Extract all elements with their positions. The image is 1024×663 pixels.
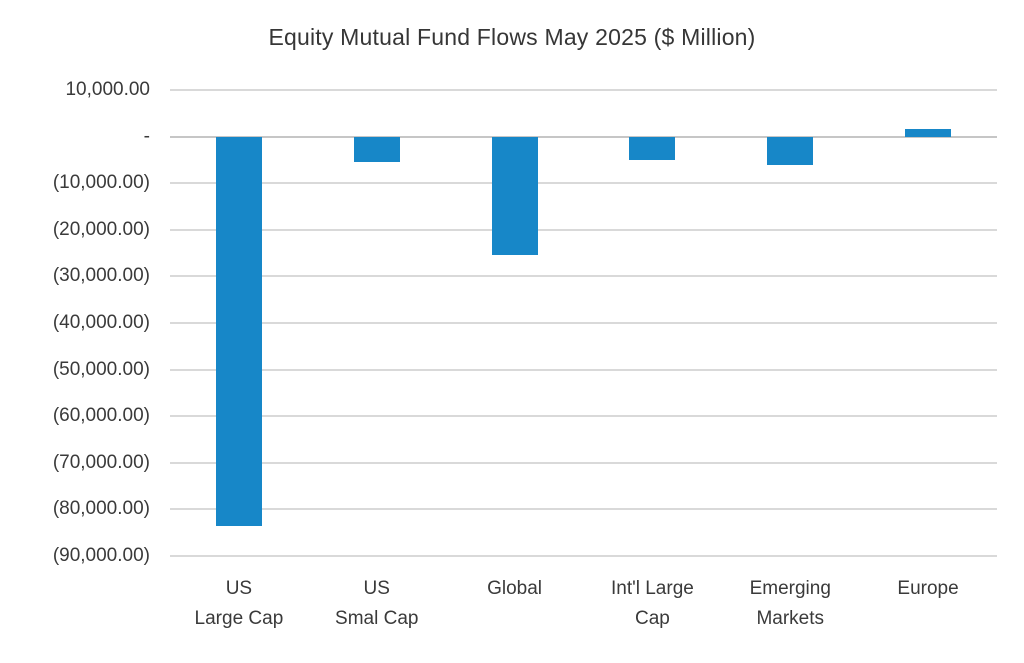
gridline — [170, 322, 997, 324]
x-axis-label-line: Int'l Large — [610, 578, 694, 599]
zero-gridline — [170, 135, 997, 138]
y-axis-tick-label: (40,000.00) — [52, 312, 150, 333]
y-axis-tick-label: (20,000.00) — [52, 218, 150, 240]
y-axis-tick-label: (60,000.00) — [52, 405, 150, 427]
x-axis-category-label: US Smal Cap — [298, 574, 456, 634]
y-axis-tick-label: (30,000.00) — [52, 265, 150, 287]
x-axis-label-line: Emerging — [749, 578, 831, 599]
x-axis-label-line: US — [363, 578, 390, 599]
y-axis-tick-label: 10,000.00 — [65, 79, 150, 100]
y-axis-tick-label: (70,000.00) — [52, 451, 150, 473]
x-axis-label-line: Global — [487, 578, 543, 599]
bar-global — [491, 136, 538, 256]
x-axis-category-label: Global — [436, 574, 594, 604]
bar-us-smal-cap — [353, 136, 400, 162]
gridline — [170, 228, 997, 231]
gridline — [170, 89, 997, 91]
y-axis-tick-label: (80,000.00) — [52, 498, 150, 520]
y-axis-tick-label: (10,000.00) — [52, 172, 150, 194]
x-axis-label-line: Europe — [897, 578, 959, 599]
gridline — [170, 461, 997, 464]
x-axis-category-label: Europe — [849, 574, 1007, 604]
gridline — [170, 275, 997, 278]
x-axis-label-line: Large Cap — [194, 608, 284, 629]
x-axis-category-label: Int'l Large Cap — [574, 574, 732, 634]
x-axis-label-line: Smal Cap — [335, 608, 419, 629]
gridline — [170, 555, 997, 557]
bar-europe — [905, 128, 952, 137]
x-axis-label-line: Cap — [634, 608, 670, 629]
gridline — [170, 182, 997, 185]
bar-int-l-large-cap — [629, 136, 676, 160]
y-axis-tick-label: (50,000.00) — [52, 358, 150, 380]
bar-emerging-markets — [767, 136, 814, 165]
gridline — [170, 415, 997, 418]
chart-title: Equity Mutual Fund Flows May 2025 ($ Mil… — [268, 24, 756, 50]
y-axis-tick-label: - — [143, 125, 150, 147]
x-axis-label-line: US — [225, 578, 253, 599]
y-axis-tick-label: (90,000.00) — [52, 545, 150, 566]
x-axis-category-label: US Large Cap — [160, 574, 318, 634]
x-axis-label-line: Markets — [756, 608, 825, 629]
gridline — [170, 368, 997, 371]
x-axis-category-label: Emerging Markets — [711, 574, 869, 634]
bar-us-large-cap — [215, 136, 262, 526]
gridline — [170, 508, 997, 511]
